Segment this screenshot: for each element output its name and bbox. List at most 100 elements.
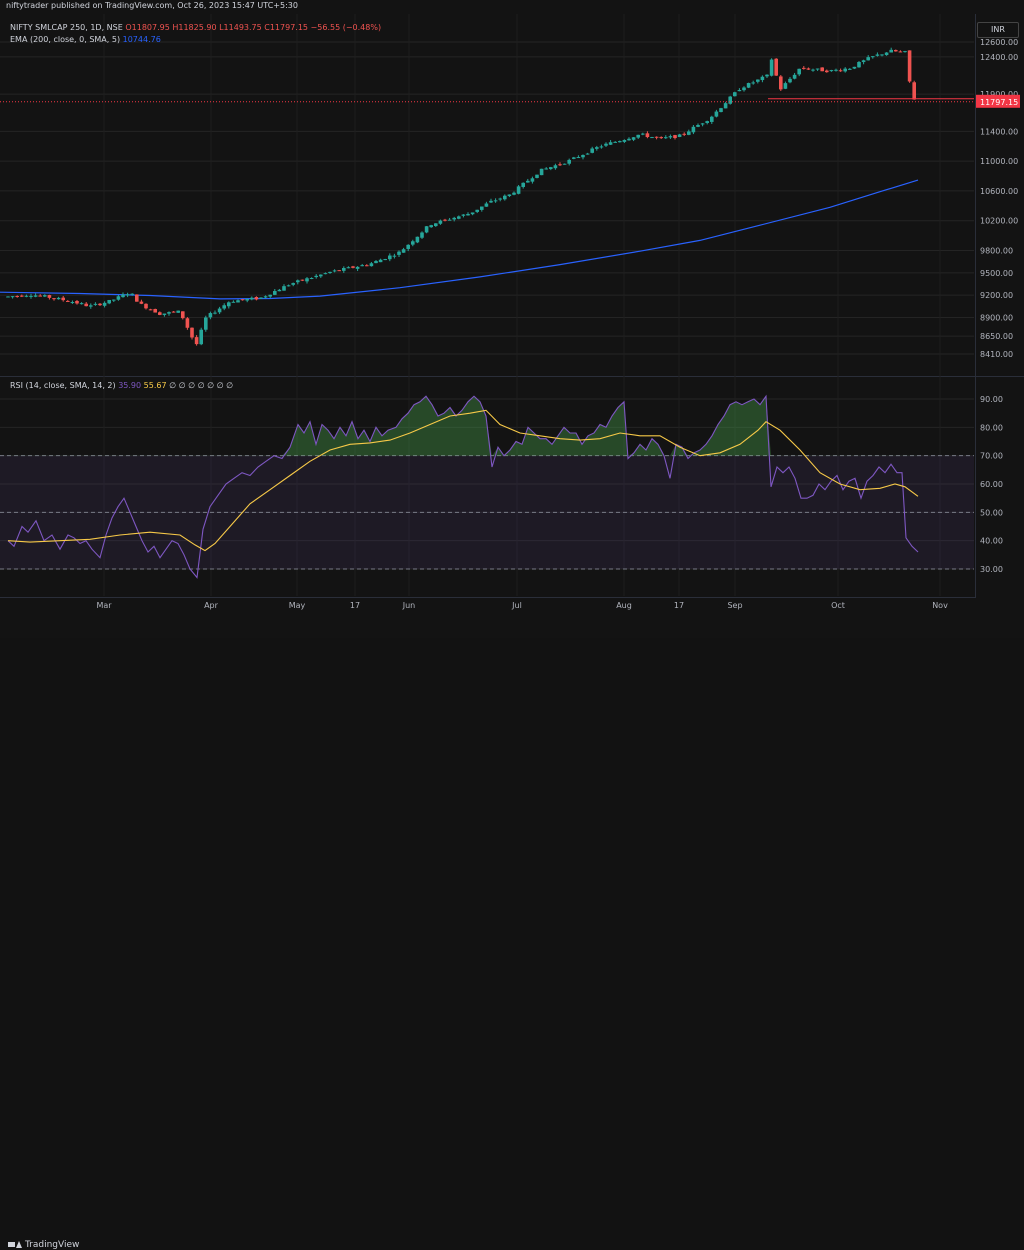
price-tick-label: 10200.00 [980, 217, 1018, 226]
candle [190, 327, 194, 340]
candle [857, 61, 861, 68]
candle [553, 163, 558, 170]
candle [544, 167, 548, 170]
candle [834, 68, 838, 72]
candle [213, 310, 217, 315]
chart-canvas[interactable]: 12600.00 12400.00 11900.00 11400.00 11000.00… [0, 0, 1024, 618]
candle [562, 163, 567, 165]
candle [452, 216, 456, 222]
candle [774, 58, 778, 76]
candle [650, 136, 654, 139]
candle [613, 141, 617, 143]
candle [194, 335, 199, 346]
candle [659, 136, 663, 139]
candle [604, 142, 608, 148]
candle [447, 217, 452, 221]
candle [903, 50, 907, 53]
candle [567, 158, 571, 166]
rsi-label: RSI (14, close, SMA, 14, 2) [10, 381, 116, 390]
candle [332, 269, 337, 273]
footer: TradingView [0, 618, 1024, 1250]
time-tick-label: 17 [674, 601, 684, 610]
candle [576, 155, 581, 159]
tradingview-logo[interactable]: TradingView [8, 1240, 79, 1250]
time-tick-label: May [289, 601, 306, 610]
candle [493, 198, 498, 203]
candle [811, 68, 815, 72]
time-tick-label: Nov [932, 601, 948, 610]
candle [723, 101, 728, 109]
time-tick-label: Oct [831, 601, 845, 610]
candle [33, 293, 38, 298]
candle [696, 123, 700, 128]
candle [231, 300, 236, 303]
candle [93, 302, 98, 306]
candle [383, 258, 387, 261]
candle [595, 145, 599, 151]
candle [296, 279, 300, 285]
candle [401, 247, 406, 253]
candle [204, 315, 208, 332]
price-tick-label: 8900.00 [980, 314, 1013, 323]
candle [121, 292, 125, 298]
candle [907, 50, 912, 83]
rsi-line [7, 394, 919, 579]
candle [549, 166, 553, 171]
rsi-tick-label: 30.00 [980, 565, 1003, 574]
candle [47, 294, 52, 300]
price-tick-label: 9800.00 [980, 246, 1013, 255]
candle [415, 236, 420, 244]
candle [305, 276, 309, 284]
rsi-legend[interactable]: RSI (14, close, SMA, 14, 2) 35.90 55.67 … [10, 381, 233, 390]
candle [457, 215, 461, 220]
candle [627, 137, 631, 141]
time-tick-label: Sep [727, 601, 742, 610]
time-tick-label: Jul [511, 601, 522, 610]
candle [443, 218, 447, 222]
candle [526, 178, 530, 183]
price-tick-label: 11400.00 [980, 127, 1018, 136]
publish-bar: niftytrader published on TradingView.com… [0, 0, 1024, 14]
tradingview-icon [8, 1240, 22, 1249]
candle [309, 277, 314, 280]
currency-button[interactable]: INR [977, 22, 1019, 38]
candle [15, 295, 19, 298]
price-tick-label: 11000.00 [980, 157, 1018, 166]
rsi-tick-label: 80.00 [980, 423, 1003, 432]
candle [102, 301, 107, 308]
candle [746, 82, 751, 89]
price-tick-label: 12400.00 [980, 53, 1018, 62]
candle [572, 156, 576, 160]
candle [636, 134, 640, 139]
candle [406, 244, 410, 252]
candle [765, 74, 769, 79]
candle [848, 68, 852, 70]
candle [98, 303, 102, 306]
candle [181, 311, 185, 320]
candle [208, 311, 213, 320]
rsi-value: 35.90 [118, 381, 142, 390]
candle [277, 288, 282, 292]
candle [38, 294, 42, 297]
candle [337, 269, 341, 272]
candle [503, 194, 507, 201]
candle [710, 115, 714, 124]
candle [185, 317, 190, 330]
price-tick-label: 10600.00 [980, 187, 1018, 196]
candle [130, 293, 134, 296]
candle [788, 77, 792, 84]
candle [535, 174, 539, 179]
candle [162, 313, 167, 317]
candle [641, 132, 645, 136]
candle [125, 292, 130, 298]
candle [769, 58, 774, 77]
ema-legend[interactable]: EMA (200, close, 0, SMA, 5) 10744.76 [10, 35, 161, 44]
rsi-overbought-fill [8, 396, 918, 456]
candle [521, 182, 525, 189]
candle [351, 265, 355, 269]
candle [756, 79, 760, 84]
candle [158, 311, 162, 316]
candle [512, 191, 516, 196]
symbol-legend[interactable]: NIFTY SMLCAP 250, 1D, NSE O11807.95 H118… [10, 23, 381, 32]
candle [654, 136, 659, 140]
